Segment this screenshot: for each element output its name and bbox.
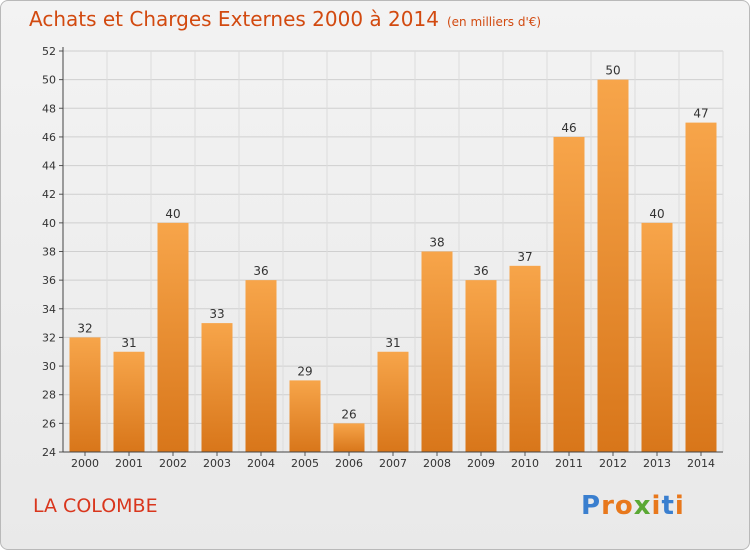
bar bbox=[641, 222, 673, 452]
bar bbox=[377, 351, 409, 452]
bar bbox=[421, 251, 453, 452]
logo-letter: x bbox=[633, 491, 652, 521]
x-tick-label: 2013 bbox=[643, 457, 671, 470]
x-tick-label: 2007 bbox=[379, 457, 407, 470]
x-tick-label: 2009 bbox=[467, 457, 495, 470]
bar-value-label: 46 bbox=[561, 121, 576, 135]
bar-value-label: 40 bbox=[649, 207, 664, 221]
y-tick-label: 30 bbox=[42, 360, 56, 373]
y-tick-label: 42 bbox=[42, 188, 56, 201]
y-tick-label: 50 bbox=[42, 74, 56, 87]
bar-value-label: 33 bbox=[209, 307, 224, 321]
logo-letter: o bbox=[614, 491, 634, 521]
y-tick-label: 28 bbox=[42, 389, 56, 402]
bar-value-label: 38 bbox=[429, 236, 444, 250]
bar bbox=[201, 323, 233, 452]
x-tick-label: 2005 bbox=[291, 457, 319, 470]
y-tick-label: 32 bbox=[42, 331, 56, 344]
axes-group: 24 26 28 30 32 34 36 38 40 42 44 46 48 50 52 2000 2001 20… bbox=[42, 45, 723, 470]
logo-letter: P bbox=[581, 491, 602, 521]
x-tick-label: 2010 bbox=[511, 457, 539, 470]
x-tick-label: 2008 bbox=[423, 457, 451, 470]
y-tick-label: 26 bbox=[42, 417, 56, 430]
x-tick-label: 2006 bbox=[335, 457, 363, 470]
bar bbox=[553, 136, 585, 452]
logo-letter: i bbox=[651, 491, 662, 521]
x-tick-label: 2004 bbox=[247, 457, 275, 470]
bar bbox=[333, 423, 365, 452]
bar-value-label: 36 bbox=[253, 264, 268, 278]
chart-title: Achats et Charges Externes 2000 à 2014 (e… bbox=[29, 7, 541, 31]
bar bbox=[509, 265, 541, 452]
bar-value-label: 37 bbox=[517, 250, 532, 264]
x-tick-label: 2000 bbox=[71, 457, 99, 470]
bar bbox=[465, 280, 497, 452]
chart-title-text: Achats et Charges Externes 2000 à 2014 bbox=[29, 7, 439, 31]
bar bbox=[685, 122, 717, 452]
bar bbox=[245, 280, 277, 452]
y-tick-label: 38 bbox=[42, 246, 56, 259]
bar bbox=[69, 337, 101, 452]
bar-value-label: 26 bbox=[341, 407, 356, 421]
y-tick-label: 36 bbox=[42, 274, 56, 287]
y-tick-label: 48 bbox=[42, 102, 56, 115]
bar-value-label: 50 bbox=[605, 64, 620, 78]
x-tick-label: 2011 bbox=[555, 457, 583, 470]
bar bbox=[113, 351, 145, 452]
logo-letter: r bbox=[601, 491, 615, 521]
y-tick-label: 40 bbox=[42, 217, 56, 230]
bar-value-label: 36 bbox=[473, 264, 488, 278]
x-tick-label: 2014 bbox=[687, 457, 715, 470]
bar-value-label: 29 bbox=[297, 364, 312, 378]
x-tick-label: 2003 bbox=[203, 457, 231, 470]
city-name: LA COLOMBE bbox=[33, 495, 158, 517]
y-tick-label: 44 bbox=[42, 160, 56, 173]
bar-value-label: 31 bbox=[385, 336, 400, 350]
bar-value-label: 47 bbox=[693, 107, 708, 121]
y-tick-label: 52 bbox=[42, 45, 56, 58]
x-tick-label: 2001 bbox=[115, 457, 143, 470]
bar-value-label: 32 bbox=[77, 321, 92, 335]
y-tick-label: 46 bbox=[42, 131, 56, 144]
bar bbox=[597, 79, 629, 453]
bars-group: 32 31 40 33 36 29 26 31 38 36 37 46 50 40 47 bbox=[69, 64, 717, 453]
logo-letter: i bbox=[674, 491, 685, 521]
bar bbox=[157, 222, 189, 452]
logo-letter: t bbox=[661, 491, 675, 521]
bar bbox=[289, 380, 321, 452]
y-tick-label: 34 bbox=[42, 303, 56, 316]
chart-subtitle: (en milliers d'€) bbox=[446, 15, 542, 29]
proxiti-logo: Proxiti bbox=[581, 491, 685, 521]
bar-value-label: 40 bbox=[165, 207, 180, 221]
x-tick-label: 2002 bbox=[159, 457, 187, 470]
bar-value-label: 31 bbox=[121, 336, 136, 350]
y-tick-label: 24 bbox=[42, 446, 56, 459]
x-tick-label: 2012 bbox=[599, 457, 627, 470]
